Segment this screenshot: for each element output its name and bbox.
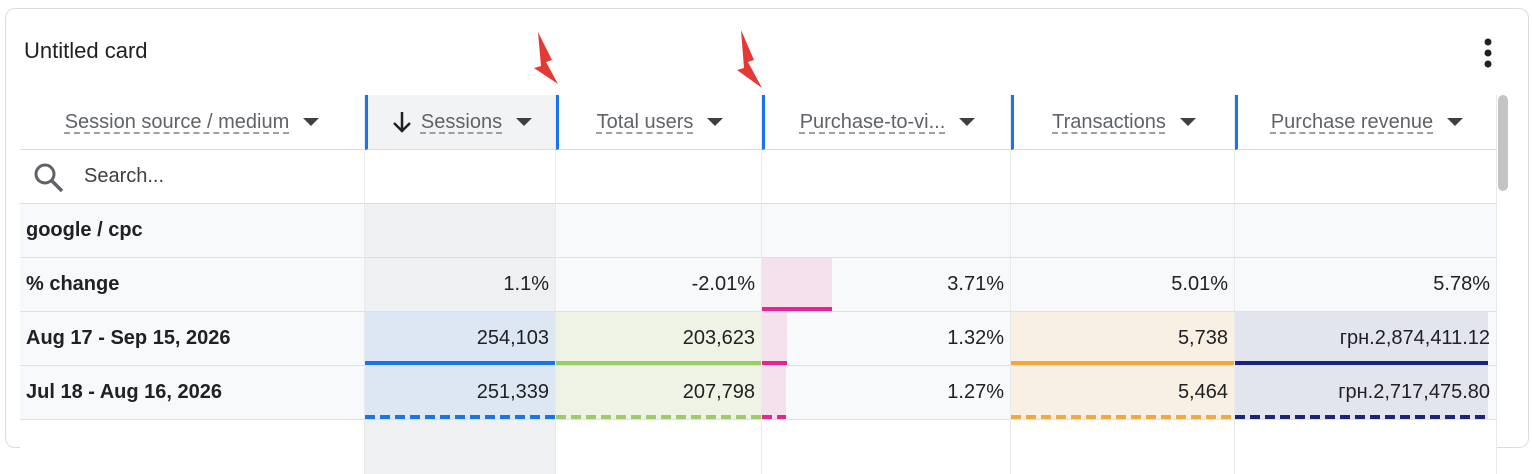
search-cell[interactable]: Search...: [20, 150, 365, 204]
value-cell: 251,339: [365, 366, 556, 420]
empty-cell: [556, 150, 762, 204]
group-cell: google / cpc: [20, 204, 365, 258]
column-header[interactable]: Purchase revenue: [1235, 95, 1497, 150]
search-icon: [34, 163, 64, 192]
value-cell: грн.2,717,475.80: [1235, 366, 1497, 420]
column-header[interactable]: Purchase-to-vi...: [762, 95, 1011, 150]
cell-bar: [365, 415, 555, 419]
dropdown-icon[interactable]: [959, 118, 976, 126]
value-text: грн.2,874,411.12: [1339, 327, 1490, 349]
value-text: 1.32%: [947, 327, 1004, 349]
header-text: Transactions: [1052, 110, 1166, 133]
cell-bar-bg: [365, 366, 555, 419]
arrow: [534, 32, 558, 84]
dropdown-icon[interactable]: [707, 118, 724, 126]
header-text: Purchase-to-vi...: [799, 110, 946, 133]
cell-bar: [762, 307, 832, 311]
value-cell: 5,738: [1011, 312, 1235, 366]
cell-bar-bg: [556, 312, 761, 365]
cell-bar: [762, 361, 787, 365]
cell-bar-bg: [1011, 312, 1234, 365]
empty-cell: [762, 204, 1011, 258]
dropdown-icon[interactable]: [516, 118, 533, 126]
value-cell: 5.01%: [1011, 258, 1235, 312]
value-cell: грн.2,874,411.12: [1235, 312, 1497, 366]
value-cell: -2.01%: [556, 258, 762, 312]
value-text: 254,103: [476, 327, 549, 349]
cell-bar-bg: [1235, 366, 1488, 419]
header-text: Session source / medium: [64, 110, 290, 133]
dropdown-icon[interactable]: [1179, 118, 1196, 126]
value-text: 203,623: [682, 327, 755, 349]
empty-cell: [1011, 204, 1235, 258]
empty-cell: [365, 150, 556, 204]
cell-bar-bg: [1011, 366, 1234, 419]
row-label: % change: [20, 258, 365, 312]
header-text: Total users: [596, 110, 694, 133]
row-label-text: % change: [26, 273, 120, 295]
dropdown-icon[interactable]: [1447, 118, 1464, 126]
cell-bar: [1011, 415, 1234, 419]
value-text: 5,738: [1177, 327, 1228, 349]
header-text: Purchase revenue: [1270, 110, 1434, 133]
value-cell: 5.78%: [1235, 258, 1497, 312]
cell-bar: [1011, 361, 1234, 365]
sort-icon: [393, 112, 411, 133]
value-cell: 207,798: [556, 366, 762, 420]
empty-cell: [556, 204, 762, 258]
value-text: 251,339: [476, 381, 549, 403]
row-label: Aug 17 - Sep 15, 2026: [20, 312, 365, 366]
empty-cell: [1011, 150, 1235, 204]
search-placeholder: Search...: [84, 165, 165, 187]
value-text: 1.27%: [947, 381, 1004, 403]
column-header[interactable]: Sessions: [365, 95, 556, 150]
cell-bar: [556, 361, 761, 365]
row-label: Jul 18 - Aug 16, 2026: [20, 366, 365, 420]
empty-cell: [365, 204, 556, 258]
cell-bar-bg: [762, 366, 786, 419]
annotations: [534, 30, 762, 88]
value-text: 5.01%: [1171, 273, 1228, 295]
value-cell: 3.71%: [762, 258, 1011, 312]
value-cell: 1.27%: [762, 366, 1011, 420]
cell-bar: [762, 415, 786, 419]
cell-bar-bg: [556, 366, 761, 419]
cell-bar-bg: [762, 258, 832, 311]
empty-cell: [762, 150, 1011, 204]
page: Untitled card Session source / medium Ses…: [5, 8, 1529, 474]
value-text: 207,798: [682, 381, 755, 403]
arrow: [737, 30, 762, 88]
group-label: google / cpc: [26, 219, 143, 241]
value-cell: 5,464: [1011, 366, 1235, 420]
card-title: Untitled card: [24, 38, 148, 63]
menu-button[interactable]: [1482, 38, 1494, 70]
cell-bar: [556, 415, 761, 419]
row-label-text: Jul 18 - Aug 16, 2026: [26, 381, 223, 403]
column-header[interactable]: Total users: [556, 95, 762, 150]
empty-cell: [1235, 150, 1497, 204]
value-text: 1.1%: [503, 273, 549, 295]
header-text: Sessions: [420, 110, 503, 133]
empty-cell: [1235, 204, 1497, 258]
dropdown-icon[interactable]: [303, 118, 320, 126]
cell-bar-bg: [365, 312, 555, 365]
value-text: 3.71%: [947, 273, 1004, 295]
value-cell: 254,103: [365, 312, 556, 366]
row-label-text: Aug 17 - Sep 15, 2026: [26, 327, 231, 349]
value-cell: 1.32%: [762, 312, 1011, 366]
value-cell: 1.1%: [365, 258, 556, 312]
value-cell: 203,623: [556, 312, 762, 366]
cell-bar-bg: [1235, 312, 1488, 365]
cell-bar: [1235, 361, 1488, 365]
cell-bar: [1235, 415, 1488, 419]
column-header[interactable]: Session source / medium: [20, 95, 365, 150]
value-text: 5,464: [1177, 381, 1228, 403]
cell-bar-bg: [762, 312, 787, 365]
value-text: 5.78%: [1433, 273, 1490, 295]
column-header[interactable]: Transactions: [1011, 95, 1235, 150]
cell-bar: [365, 361, 555, 365]
value-text: грн.2,717,475.80: [1338, 381, 1490, 403]
scrollbar[interactable]: [1498, 95, 1508, 191]
value-text: -2.01%: [691, 273, 755, 295]
